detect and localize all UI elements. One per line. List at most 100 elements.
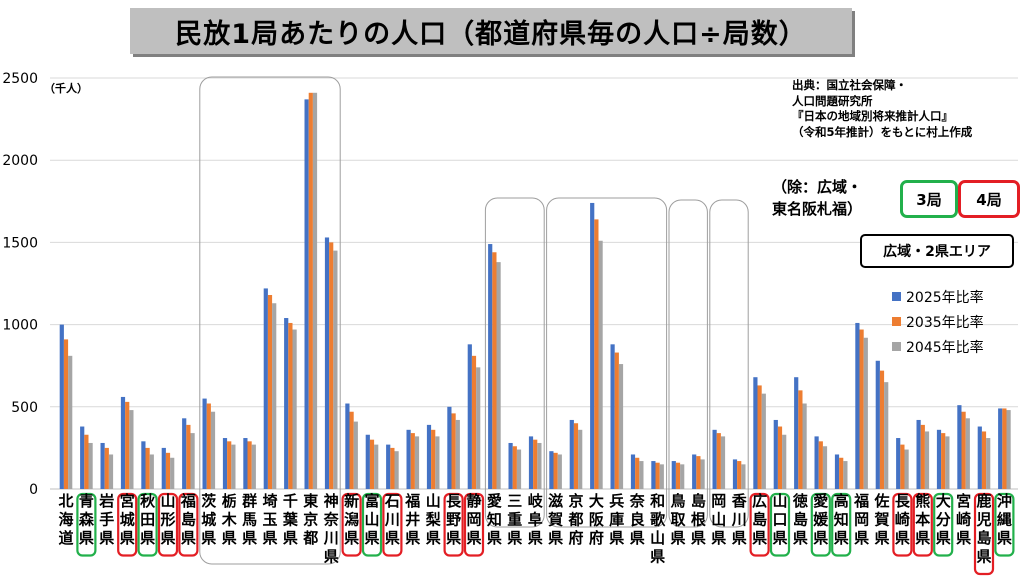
bar [84, 434, 89, 489]
x-tick-label: 高 [834, 492, 849, 510]
x-tick-label: 県 [487, 529, 502, 547]
x-tick-label: 府 [589, 529, 604, 547]
x-tick-label: 県 [324, 548, 339, 566]
x-tick-label: 取 [670, 511, 686, 529]
bar [129, 410, 134, 489]
bar [863, 337, 868, 489]
bar [1006, 410, 1011, 489]
x-tick-label: 宮 [120, 492, 135, 510]
bar [936, 429, 942, 489]
x-tick-label: 京 [303, 511, 318, 529]
x-tick-label: 県 [140, 529, 155, 547]
x-tick-label: 長 [446, 492, 462, 510]
x-tick-label: 城 [120, 511, 135, 529]
prefecture-frame [933, 492, 954, 557]
bar [435, 436, 440, 489]
prefecture-frame [892, 492, 913, 557]
bar [712, 429, 717, 489]
prefecture-frame [831, 492, 852, 557]
wide-area-frame [484, 197, 545, 528]
four-stations-badge: 4局 [958, 180, 1020, 218]
bar [145, 447, 150, 489]
bar [210, 411, 216, 489]
x-tick-label: 県 [609, 529, 624, 547]
x-tick-label: 県 [466, 529, 481, 547]
x-tick-label: 千 [283, 492, 298, 510]
prefecture-frame [973, 492, 995, 576]
source-line: 『日本の地域別将来推計人口』 [792, 109, 953, 123]
bar [834, 454, 840, 489]
x-tick-label: 賀 [873, 511, 889, 529]
x-tick-label: 玉 [262, 511, 277, 529]
bar [202, 398, 207, 489]
x-tick-label: 県 [344, 529, 359, 547]
bar [822, 446, 828, 489]
x-tick-label: 県 [385, 529, 400, 547]
prefecture-frame [178, 492, 199, 557]
wide-area-frame [199, 76, 341, 565]
source-line: （令和5年推計）をもとに村上作成 [792, 124, 973, 139]
x-tick-label: 県 [160, 529, 175, 547]
x-tick-label: 道 [58, 529, 73, 547]
bar [782, 434, 787, 489]
bar [149, 454, 154, 489]
bar [394, 451, 399, 489]
x-tick-label: 県 [670, 529, 685, 547]
bar [63, 339, 69, 489]
x-tick-label: 大 [589, 492, 604, 510]
x-tick-label: 重 [507, 511, 522, 529]
bar [431, 429, 436, 489]
x-tick-label: 岡 [854, 511, 869, 529]
exclusion-note: （除：広域・ 東名阪札福） [772, 176, 862, 220]
bar [635, 457, 640, 489]
x-tick-label: 城 [201, 511, 216, 529]
bar [406, 429, 411, 489]
bar [120, 396, 126, 489]
x-tick-label: 栃 [222, 492, 237, 510]
prefecture-frame [912, 492, 933, 557]
legend-label: 2045年比率 [906, 339, 984, 356]
x-tick-label: 崎 [956, 511, 971, 529]
x-tick-label: 崎 [895, 511, 910, 529]
x-tick-label: 県 [405, 529, 420, 547]
x-tick-label: 賀 [547, 511, 563, 529]
x-tick-label: 山 [772, 492, 787, 510]
x-tick-label: 熊 [915, 492, 930, 510]
bar [630, 454, 636, 489]
wide-area-frame [546, 197, 668, 528]
bar [263, 288, 268, 489]
bar [553, 452, 558, 489]
x-tick-label: 媛 [812, 511, 829, 529]
bar [104, 447, 109, 489]
bar [141, 441, 146, 489]
bar [671, 461, 676, 489]
x-tick-label: 県 [446, 529, 461, 547]
prefecture-frame [157, 492, 179, 557]
x-tick-label: 富 [364, 492, 379, 510]
bar [467, 344, 472, 489]
x-tick-label: 岩 [98, 492, 114, 510]
bar [761, 393, 766, 489]
bar [508, 442, 513, 489]
bar [190, 433, 195, 489]
bar [222, 438, 228, 489]
legend-swatch [892, 342, 901, 351]
bar [80, 426, 85, 489]
x-tick-label: 静 [466, 492, 481, 510]
x-tick-label: 知 [487, 511, 502, 529]
bar [777, 426, 783, 489]
bar [345, 403, 350, 489]
x-tick-label: 根 [691, 511, 706, 529]
x-tick-label: 奈 [629, 492, 646, 510]
x-tick-label: 海 [58, 511, 73, 529]
y-tick-label: 500 [11, 400, 38, 416]
x-tick-label: 県 [854, 529, 869, 547]
x-tick-label: 野 [446, 511, 461, 529]
bar [655, 462, 660, 489]
x-tick-label: 県 [120, 529, 135, 547]
legend-swatch [892, 292, 901, 301]
x-tick-label: 県 [364, 529, 379, 547]
bar [349, 411, 354, 489]
bar [386, 444, 391, 489]
